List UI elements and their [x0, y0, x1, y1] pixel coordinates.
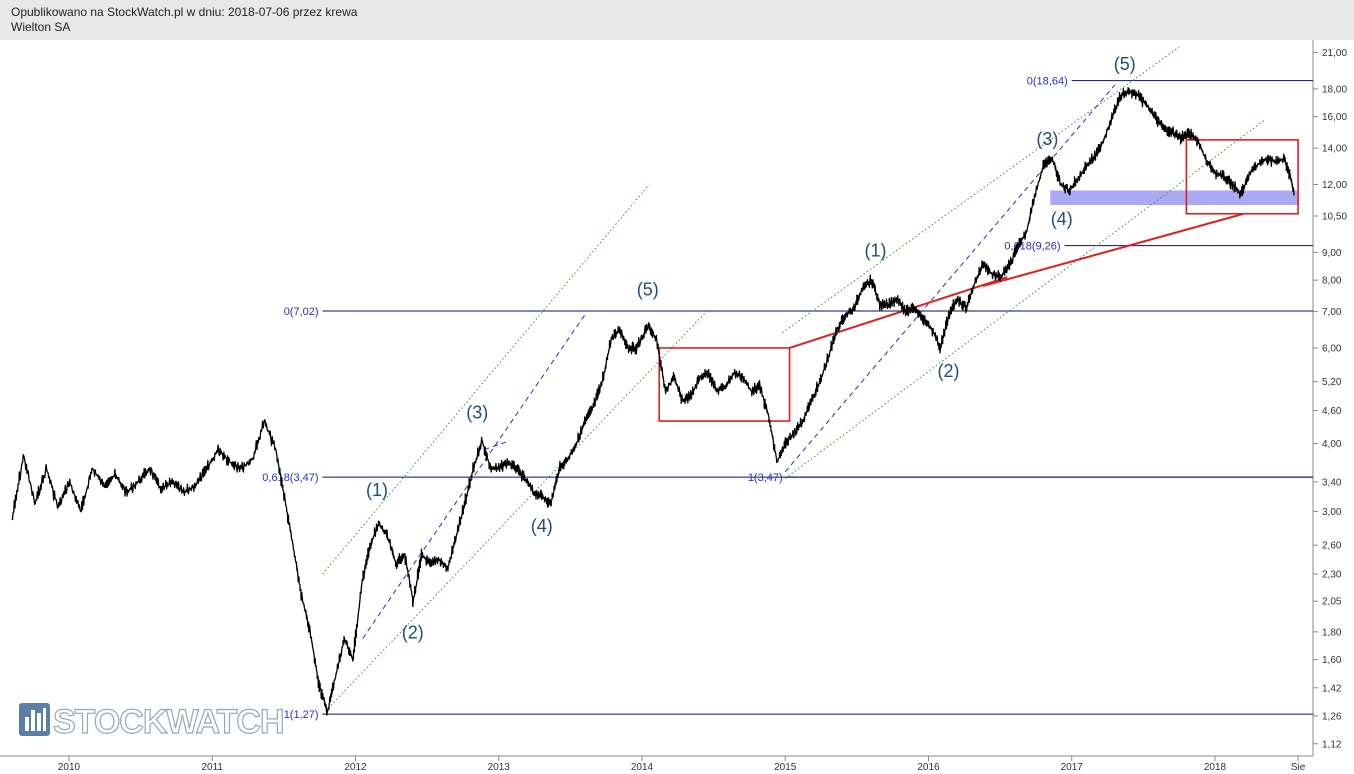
instrument-name: Wielton SA: [11, 20, 71, 34]
published-info: Opublikowano na StockWatch.pl w dniu: 20…: [11, 5, 358, 19]
x-tick-label: 2010: [58, 762, 81, 773]
fib-level-label: 0,618(9,26): [1004, 241, 1060, 253]
x-tick-label: 2011: [201, 762, 223, 773]
wave-label: (4): [531, 516, 553, 536]
x-tick-label: Sie: [1291, 762, 1306, 773]
dashed-trendline: [362, 314, 586, 639]
wave-label: (1): [864, 240, 886, 260]
y-tick-label: 16,00: [1322, 112, 1347, 123]
x-tick-label: 2012: [344, 762, 367, 773]
x-tick-label: 2013: [488, 762, 511, 773]
y-tick-label: 5,20: [1322, 377, 1342, 388]
x-tick-label: 2017: [1061, 762, 1084, 773]
wave-label: (4): [1051, 209, 1073, 229]
y-tick-label: 18,00: [1322, 84, 1347, 95]
dotted-trendline: [782, 46, 1180, 334]
y-tick-label: 1,80: [1322, 627, 1342, 638]
wave-label: (1): [366, 480, 388, 500]
y-tick-label: 1,12: [1322, 739, 1342, 750]
y-tick-label: 21,00: [1322, 48, 1347, 59]
fib-level-label: 0(18,64): [1027, 76, 1068, 88]
y-tick-label: 6,00: [1322, 343, 1342, 354]
price-series-line: [11, 86, 1295, 716]
y-tick-label: 1,26: [1322, 711, 1342, 722]
fib-level-label: 1(1,27): [284, 709, 319, 721]
dashed-trendline: [784, 84, 1116, 473]
dotted-trendline: [322, 184, 650, 575]
wave-label: (5): [637, 279, 659, 299]
y-tick-label: 3,40: [1322, 477, 1342, 488]
fib-level-label: 1(3,47): [748, 472, 783, 484]
x-tick-label: 2016: [917, 762, 940, 773]
x-tick-label: 2015: [774, 762, 797, 773]
y-tick-label: 14,00: [1322, 144, 1347, 155]
y-tick-label: 3,00: [1322, 507, 1342, 518]
x-tick-label: 2014: [631, 762, 654, 773]
support-zone: [1050, 190, 1299, 206]
y-tick-label: 8,00: [1322, 276, 1342, 287]
y-tick-label: 7,00: [1322, 307, 1342, 318]
y-tick-label: 9,00: [1322, 248, 1342, 259]
wave-label: (3): [1036, 129, 1058, 149]
y-tick-label: 12,00: [1322, 180, 1347, 191]
y-tick-label: 2,05: [1322, 597, 1342, 608]
wave-label: (2): [938, 361, 960, 381]
stockwatch-logo: STOCKWATCH: [19, 702, 285, 742]
consolidation-box: [1185, 139, 1299, 215]
y-tick-label: 2,30: [1322, 570, 1342, 581]
wave-label: (2): [402, 623, 424, 643]
wave-label: (3): [466, 402, 488, 422]
consolidation-box: [658, 347, 791, 422]
dashed-trendline: [484, 440, 511, 451]
axes: [0, 40, 1314, 757]
fib-level-label: 0(7,02): [284, 306, 319, 318]
y-tick-label: 1,42: [1322, 683, 1342, 694]
y-tick-label: 10,50: [1322, 211, 1347, 222]
y-tick-label: 2,60: [1322, 541, 1342, 552]
y-tick-label: 4,00: [1322, 439, 1342, 450]
dotted-trendline: [322, 311, 707, 715]
solid_red-trendline: [982, 212, 1244, 288]
y-tick-label: 4,60: [1322, 406, 1342, 417]
fib-level-label: 0,618(3,47): [262, 472, 318, 484]
wave-label: (5): [1114, 54, 1136, 74]
y-tick-label: 1,60: [1322, 655, 1342, 666]
chart-header: Opublikowano na StockWatch.pl w dniu: 20…: [0, 0, 1354, 40]
x-tick-label: 2018: [1204, 762, 1227, 773]
logo-text: STOCKWATCH: [53, 703, 284, 741]
